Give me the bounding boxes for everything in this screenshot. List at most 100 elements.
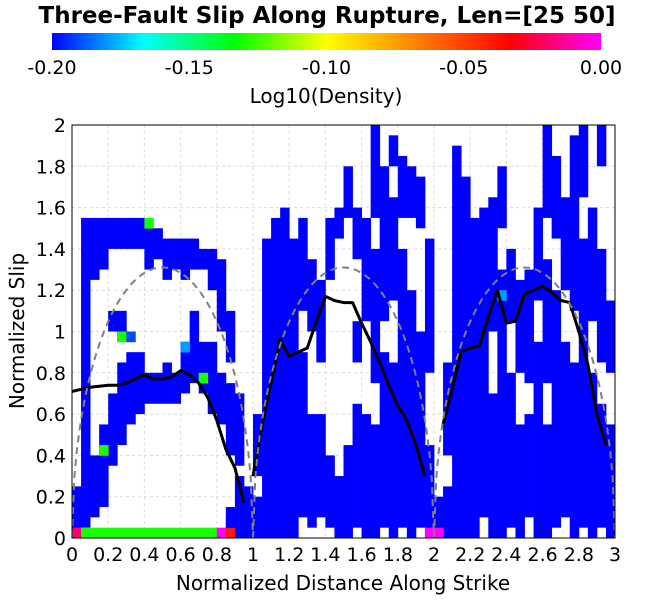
density-cell-column [397, 155, 408, 218]
density-cell-column [551, 290, 562, 528]
density-cell-column [479, 207, 489, 518]
density-cell-column [343, 166, 353, 218]
density-cell-column [280, 207, 290, 538]
x-axis-label: Normalized Distance Along Strike [176, 571, 510, 595]
density-cell-highlight [144, 217, 154, 229]
density-cell-column [271, 217, 281, 538]
density-cell-highlight [225, 517, 236, 529]
density-cell-column [352, 321, 362, 363]
density-cell-column [542, 125, 553, 218]
density-cell-column [542, 259, 553, 384]
density-cell-column [515, 424, 525, 538]
density-cell-highlight [434, 527, 444, 538]
density-cell-column [225, 383, 236, 456]
y-tick-label: 0.4 [36, 445, 66, 467]
density-cell-column [126, 352, 136, 425]
density-cell-highlight [216, 527, 227, 538]
density-cell-column [506, 372, 516, 528]
density-cell-highlight [117, 331, 127, 343]
density-cell-column [461, 176, 471, 538]
density-cell-column [243, 486, 254, 538]
density-cell-highlight [126, 527, 136, 538]
density-cell-column [524, 269, 534, 384]
density-cell-column [108, 217, 118, 249]
density-cell-column [298, 352, 308, 518]
density-cell-column [533, 207, 543, 301]
density-cell-column [81, 217, 91, 528]
y-tick-label: 1 [54, 322, 66, 344]
density-cell-column [542, 424, 553, 538]
density-cell-column [153, 228, 163, 260]
density-cell-column [596, 248, 607, 363]
plot-frame [71, 124, 616, 539]
y-axis-label: Normalized Slip [5, 253, 29, 409]
density-cell-column [578, 125, 589, 198]
density-cell-column [162, 362, 172, 404]
mean-slip-line [72, 369, 246, 504]
reference-curve [72, 266, 254, 538]
density-cell-column [180, 341, 191, 394]
x-tick-label: 1 [247, 544, 259, 566]
density-cell-column [90, 455, 100, 518]
density-cell-column [117, 310, 127, 342]
density-cell-highlight [135, 527, 145, 538]
x-tick-label: 2.6 [527, 544, 557, 566]
density-cell-column [370, 248, 381, 384]
density-cell-column [189, 238, 200, 270]
density-cell-column [198, 341, 209, 394]
density-cell-highlight [117, 527, 127, 538]
density-cell-highlight [126, 331, 136, 343]
density-cell-highlight [424, 527, 435, 538]
density-cell-column [99, 217, 109, 270]
density-cell-column [352, 403, 362, 528]
y-tick-label: 0.6 [36, 404, 66, 426]
x-tick-label: 2.4 [491, 544, 521, 566]
density-cell-column [370, 424, 381, 538]
density-cell-column [144, 372, 154, 404]
density-cell-column [135, 217, 145, 249]
density-cell-column [587, 372, 598, 538]
density-cell-column [560, 197, 571, 291]
density-cell-column [379, 166, 390, 322]
density-cell-column [361, 217, 372, 322]
y-tick-label: 0.2 [36, 487, 66, 509]
density-cell-highlight [153, 527, 163, 538]
density-cell-column [216, 372, 227, 425]
density-cell-column [406, 290, 417, 538]
density-cell-column [515, 279, 525, 373]
density-cell-column [126, 217, 136, 249]
density-cell-column [225, 310, 236, 363]
x-tick-label: 2.8 [564, 544, 594, 566]
y-tick-label: 1.6 [36, 198, 66, 220]
colorbar-ticks: -0.20 -0.15 -0.10 -0.05 0.00 [27, 57, 622, 79]
density-cell-column [397, 248, 408, 528]
density-cell-column [533, 341, 543, 538]
density-cell-column [406, 166, 417, 218]
density-cell-column [117, 362, 127, 446]
density-cell-highlight [180, 527, 191, 538]
density-cell-highlight [225, 527, 236, 538]
density-cell-column [90, 217, 100, 280]
density-cell-highlight [99, 445, 109, 456]
density-cell-column [108, 393, 118, 466]
density-cell-column [334, 207, 344, 239]
density-cell-column [234, 476, 245, 538]
density-cell-column [578, 238, 589, 528]
density-cell-column [560, 341, 571, 518]
density-cell-column [307, 259, 317, 332]
x-tick-label: 0.2 [93, 544, 123, 566]
density-cell-column [596, 403, 607, 528]
density-cell-column [424, 445, 435, 538]
x-tick-label: 1.2 [274, 544, 304, 566]
y-tick-label: 1.8 [36, 156, 66, 178]
density-cell-column [488, 197, 498, 332]
density-cell-column [171, 238, 181, 270]
density-cell-column [605, 300, 615, 373]
colorbar-tick: -0.15 [165, 57, 214, 79]
density-cell-column [316, 414, 326, 518]
density-cell-column [370, 125, 381, 218]
density-cell-column [153, 372, 163, 404]
density-cell-column [424, 238, 435, 373]
density-cell-column [189, 310, 200, 384]
x-tick-label: 0 [66, 544, 78, 566]
